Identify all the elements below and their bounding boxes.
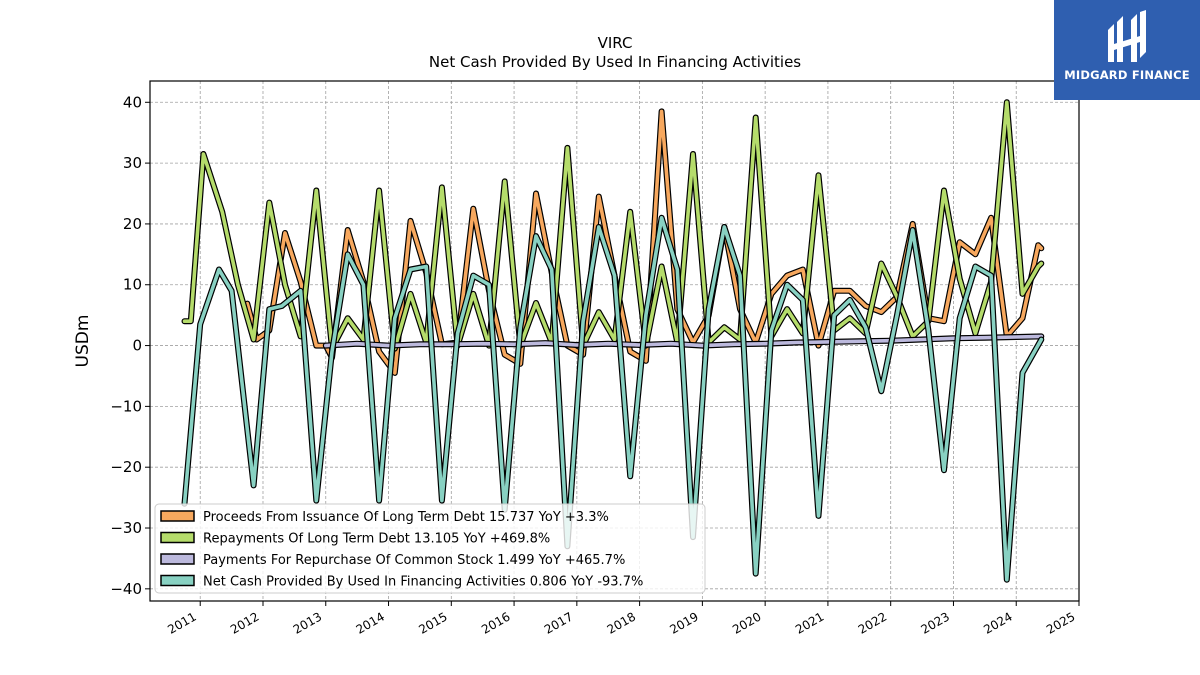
series-line-2 [181,99,1045,352]
legend-swatch [160,553,195,565]
series-line-4 [181,214,1045,583]
y-tick-label: 0 [132,337,142,355]
y-tick-label: 10 [123,276,142,294]
x-tick-label: 2011 [165,609,198,636]
chart-subtitle: Net Cash Provided By Used In Financing A… [429,53,801,71]
x-tick-label: 2012 [228,609,261,636]
x-tick-label: 2015 [416,609,449,636]
x-tick-label: 2017 [542,609,575,636]
y-tick-label: −40 [110,580,142,598]
x-tick-label: 2020 [730,609,763,636]
y-tick-label: −10 [110,397,142,415]
x-tick-label: 2014 [354,609,387,636]
chart-title: VIRC [598,34,633,52]
y-tick-label: 40 [123,93,142,111]
legend-swatch [160,531,195,544]
legend-swatch [160,574,195,587]
legend-entry-label: Proceeds From Issuance Of Long Term Debt… [203,510,609,525]
x-tick-label: 2022 [856,609,889,636]
legend-box [154,503,706,594]
legend: Proceeds From Issuance Of Long Term Debt… [154,503,706,594]
y-tick-label: −20 [110,458,142,476]
y-tick-label: 20 [123,215,142,233]
x-tick-label: 2024 [981,609,1014,636]
x-tick-label: 2018 [605,609,638,636]
brand-mark-icon [1108,10,1146,62]
brand-logo: MIDGARD FINANCE [1054,0,1200,100]
x-tick-label: 2021 [793,609,826,636]
brand-name: MIDGARD FINANCE [1064,68,1190,82]
y-axis-label: USDm [73,315,93,368]
x-tick-label: 2019 [667,609,700,636]
x-tick-label: 2025 [1044,609,1077,636]
legend-swatch [160,510,195,522]
x-tick-label: 2013 [291,609,324,636]
y-tick-label: −30 [110,519,142,537]
plot-frame [149,80,1080,602]
x-tick-label: 2023 [919,609,952,636]
legend-entry-label: Payments For Repurchase Of Common Stock … [203,553,625,568]
legend-entry-label: Repayments Of Long Term Debt 13.105 YoY … [203,532,550,547]
x-tick-label: 2016 [479,609,512,636]
y-tick-label: 30 [123,154,142,172]
legend-entry-label: Net Cash Provided By Used In Financing A… [203,575,643,590]
